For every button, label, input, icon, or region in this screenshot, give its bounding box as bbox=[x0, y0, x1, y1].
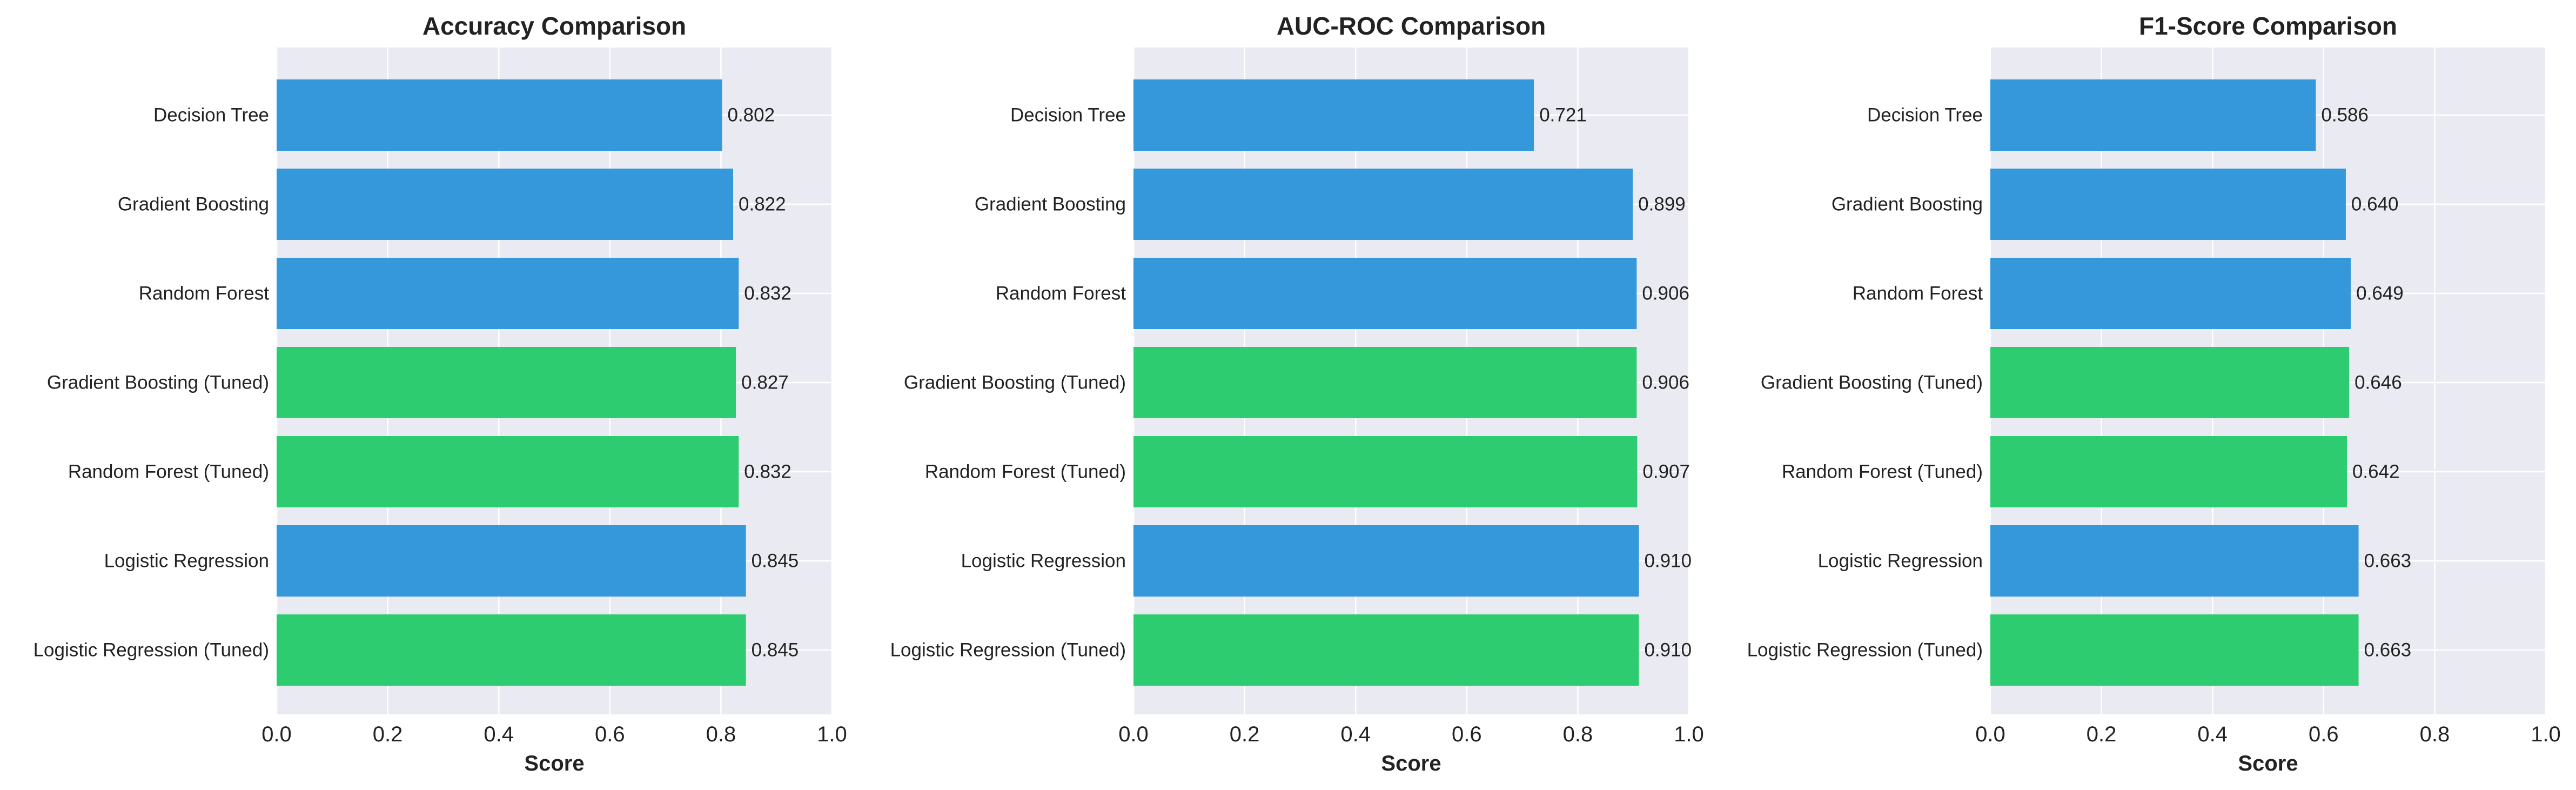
data-label: 0.663 bbox=[2364, 640, 2412, 661]
x-tick-label: 0.2 bbox=[373, 722, 403, 746]
chart-panel-1: Decision Tree 0.802 Gradient Boosting 0.822… bbox=[33, 12, 847, 775]
y-tick-label: Logistic Regression (Tuned) bbox=[1747, 640, 1983, 661]
chart-title: AUC-ROC Comparison bbox=[1277, 12, 1546, 40]
bar bbox=[1133, 258, 1637, 329]
bar bbox=[277, 614, 746, 686]
x-tick-label: 0.4 bbox=[2197, 722, 2228, 746]
x-tick-label: 1.0 bbox=[817, 722, 847, 746]
x-tick-label: 0.2 bbox=[2087, 722, 2117, 746]
y-tick-label: Logistic Regression bbox=[961, 551, 1126, 572]
y-tick-label: Gradient Boosting bbox=[1832, 194, 1983, 215]
data-label: 0.907 bbox=[1642, 461, 1690, 483]
y-tick-label: Random Forest (Tuned) bbox=[68, 461, 269, 483]
chart-panel-3: Decision Tree 0.586 Gradient Boosting 0.640… bbox=[1747, 12, 2561, 775]
y-tick-label: Random Forest bbox=[1853, 283, 1983, 304]
bar bbox=[1133, 79, 1534, 151]
x-axis-label: Score bbox=[524, 752, 584, 775]
bar bbox=[1133, 614, 1639, 686]
bar bbox=[1133, 169, 1633, 240]
bar bbox=[277, 258, 739, 329]
data-label: 0.832 bbox=[744, 461, 791, 483]
data-label: 0.822 bbox=[739, 194, 786, 215]
bar bbox=[1133, 347, 1637, 418]
bar bbox=[277, 525, 746, 597]
y-tick-label: Random Forest bbox=[139, 283, 269, 304]
bar bbox=[1990, 436, 2347, 507]
data-label: 0.827 bbox=[741, 372, 789, 393]
x-tick-label: 1.0 bbox=[2531, 722, 2561, 746]
data-label: 0.906 bbox=[1642, 283, 1689, 304]
bar bbox=[1133, 525, 1639, 597]
x-tick-label: 0.8 bbox=[1563, 722, 1593, 746]
y-tick-label: Decision Tree bbox=[1867, 105, 1983, 126]
x-tick-label: 0.0 bbox=[261, 722, 292, 746]
bar bbox=[1990, 525, 2359, 597]
bar bbox=[1990, 169, 2346, 240]
y-tick-label: Logistic Regression (Tuned) bbox=[33, 640, 269, 661]
bar bbox=[1990, 79, 2316, 151]
x-tick-label: 1.0 bbox=[1674, 722, 1704, 746]
chart-title: F1-Score Comparison bbox=[2139, 12, 2397, 40]
y-tick-label: Logistic Regression (Tuned) bbox=[890, 640, 1126, 661]
data-label: 0.646 bbox=[2354, 372, 2402, 393]
y-tick-label: Decision Tree bbox=[1010, 105, 1126, 126]
x-tick-label: 0.8 bbox=[2420, 722, 2450, 746]
x-tick-label: 0.6 bbox=[2309, 722, 2339, 746]
chart-panel-2: Decision Tree 0.721 Gradient Boosting 0.899… bbox=[890, 12, 1704, 775]
data-label: 0.802 bbox=[727, 105, 775, 126]
bar bbox=[277, 347, 736, 418]
x-tick-label: 0.0 bbox=[1975, 722, 2005, 746]
x-tick-label: 0.6 bbox=[1452, 722, 1482, 746]
data-label: 0.640 bbox=[2351, 194, 2399, 215]
data-label: 0.663 bbox=[2364, 551, 2412, 572]
chart-title: Accuracy Comparison bbox=[422, 12, 686, 40]
y-tick-label: Random Forest bbox=[996, 283, 1126, 304]
x-tick-label: 0.0 bbox=[1118, 722, 1149, 746]
x-tick-label: 0.8 bbox=[706, 722, 736, 746]
bar bbox=[1990, 347, 2350, 418]
data-label: 0.906 bbox=[1642, 372, 1689, 393]
data-label: 0.899 bbox=[1638, 194, 1686, 215]
y-tick-label: Gradient Boosting (Tuned) bbox=[47, 372, 269, 393]
x-tick-label: 0.2 bbox=[1230, 722, 1260, 746]
data-label: 0.649 bbox=[2356, 283, 2404, 304]
data-label: 0.832 bbox=[744, 283, 791, 304]
y-tick-label: Decision Tree bbox=[153, 105, 269, 126]
x-axis-label: Score bbox=[2238, 752, 2298, 775]
data-label: 0.910 bbox=[1644, 640, 1692, 661]
y-tick-label: Gradient Boosting bbox=[975, 194, 1126, 215]
y-tick-label: Random Forest (Tuned) bbox=[1782, 461, 1983, 483]
bar bbox=[277, 169, 734, 240]
bar bbox=[277, 79, 722, 151]
y-tick-label: Logistic Regression bbox=[1818, 551, 1983, 572]
x-tick-label: 0.4 bbox=[484, 722, 514, 746]
x-tick-label: 0.6 bbox=[595, 722, 625, 746]
data-label: 0.642 bbox=[2352, 461, 2400, 483]
data-label: 0.721 bbox=[1539, 105, 1587, 126]
data-label: 0.845 bbox=[752, 551, 799, 572]
data-label: 0.910 bbox=[1644, 551, 1692, 572]
bar bbox=[1990, 614, 2359, 686]
x-axis-label: Score bbox=[1381, 752, 1441, 775]
y-tick-label: Random Forest (Tuned) bbox=[925, 461, 1126, 483]
y-tick-label: Gradient Boosting (Tuned) bbox=[904, 372, 1126, 393]
bar bbox=[1133, 436, 1638, 507]
bar bbox=[1990, 258, 2351, 329]
y-tick-label: Gradient Boosting (Tuned) bbox=[1761, 372, 1983, 393]
y-tick-label: Logistic Regression bbox=[104, 551, 269, 572]
y-tick-label: Gradient Boosting bbox=[118, 194, 269, 215]
x-tick-label: 0.4 bbox=[1340, 722, 1371, 746]
data-label: 0.845 bbox=[752, 640, 799, 661]
data-label: 0.586 bbox=[2321, 105, 2369, 126]
bar bbox=[277, 436, 739, 507]
